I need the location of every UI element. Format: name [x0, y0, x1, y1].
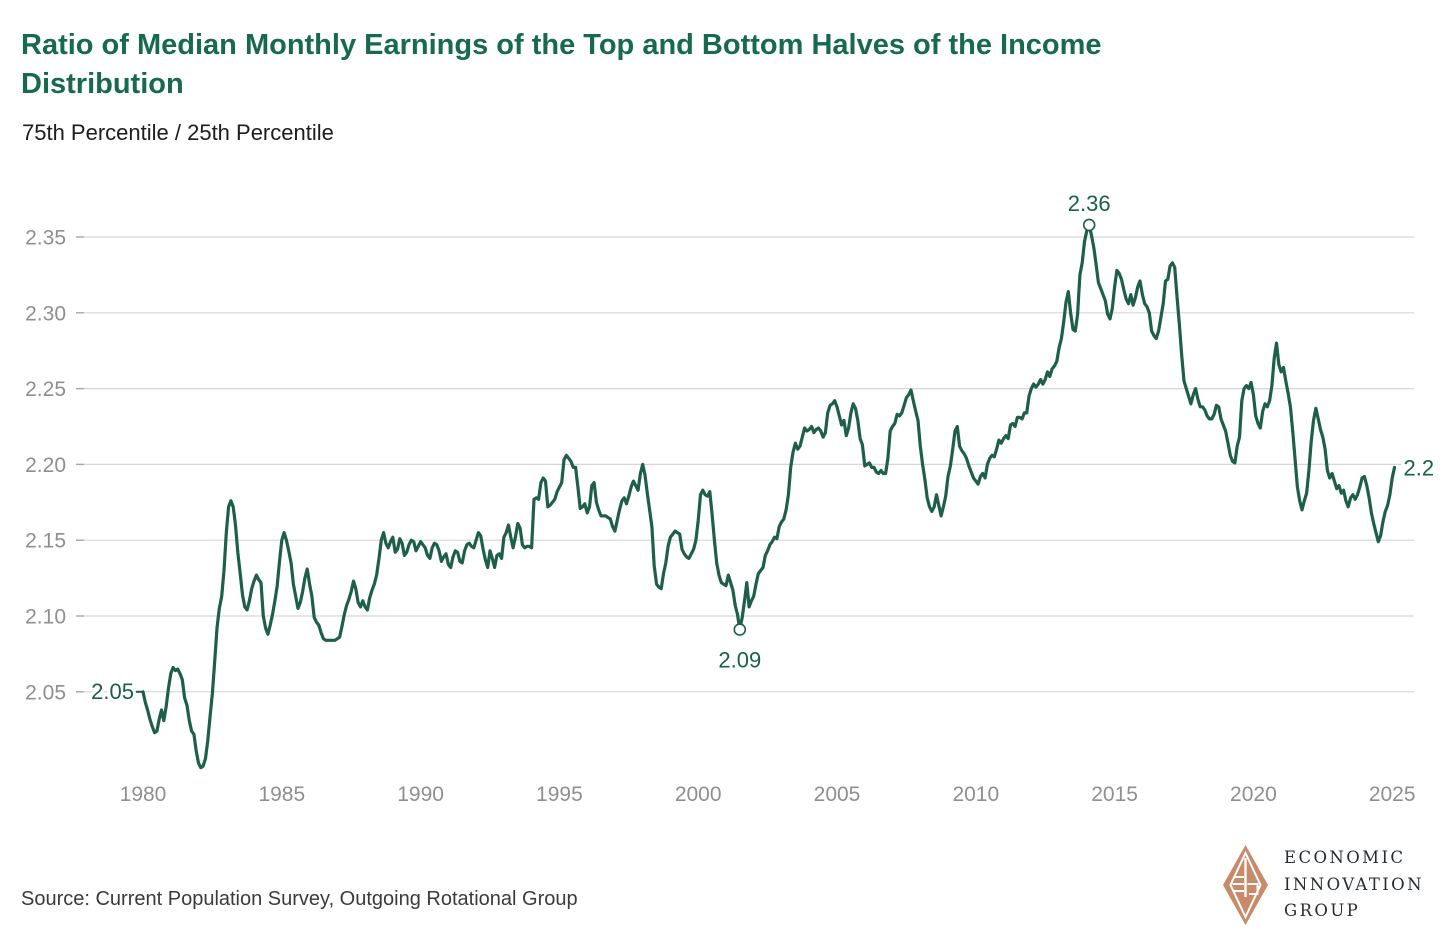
eig-logo: ECONOMIC INNOVATION GROUP — [1222, 844, 1424, 926]
annotations: 2.05 2.09 2.36 2.2 — [88, 188, 1437, 707]
y-axis-labels: 2.05 2.10 2.15 2.20 2.25 2.30 2.35 — [25, 227, 66, 705]
eig-logo-text: ECONOMIC INNOVATION GROUP — [1284, 845, 1424, 925]
y-gridlines — [76, 236, 1414, 693]
eig-diamond-monogram-icon — [1223, 845, 1268, 925]
x-tick-label: 1985 — [258, 783, 305, 806]
x-tick-label: 2000 — [675, 783, 722, 806]
x-axis-labels: 1980 1985 1990 1995 2000 2005 2010 2015 2020 2025 — [120, 783, 1416, 806]
chart-title-line2: Distribution — [21, 68, 184, 100]
y-tick-label: 2.30 — [25, 302, 66, 325]
y-tick-label: 2.10 — [25, 606, 66, 629]
x-tick-label: 2005 — [814, 783, 861, 806]
chart-title: Ratio of Median Monthly Earnings of the … — [21, 26, 1421, 104]
eig-logo-line2: INNOVATION — [1284, 874, 1424, 894]
x-tick-label: 2010 — [952, 783, 999, 806]
chart-title-line1: Ratio of Median Monthly Earnings of the … — [21, 29, 1102, 61]
annotation-label: 2.36 — [1068, 191, 1111, 216]
y-tick-label: 2.15 — [25, 530, 66, 553]
x-tick-label: 2025 — [1369, 783, 1416, 806]
y-tick-label: 2.05 — [25, 681, 66, 704]
annotation-label: 2.2 — [1404, 455, 1435, 480]
x-tick-label: 1990 — [397, 783, 444, 806]
annotation-label: 2.09 — [718, 648, 761, 673]
y-tick-label: 2.25 — [25, 378, 66, 401]
x-tick-label: 2015 — [1091, 783, 1138, 806]
y-tick-label: 2.35 — [25, 227, 66, 250]
y-tick-label: 2.20 — [25, 454, 66, 477]
eig-logo-line3: GROUP — [1284, 901, 1361, 921]
source-note: Source: Current Population Survey, Outgo… — [21, 888, 578, 910]
x-tick-label: 2020 — [1230, 783, 1277, 806]
x-tick-label: 1995 — [536, 783, 583, 806]
annotation-label: 2.05 — [91, 679, 134, 704]
eig-logo-line1: ECONOMIC — [1284, 848, 1406, 868]
point-marker — [733, 623, 747, 636]
point-marker — [1082, 218, 1096, 232]
chart-subtitle: 75th Percentile / 25th Percentile — [22, 120, 334, 145]
ratio-line-series — [141, 223, 1397, 770]
x-tick-label: 1980 — [120, 783, 167, 806]
